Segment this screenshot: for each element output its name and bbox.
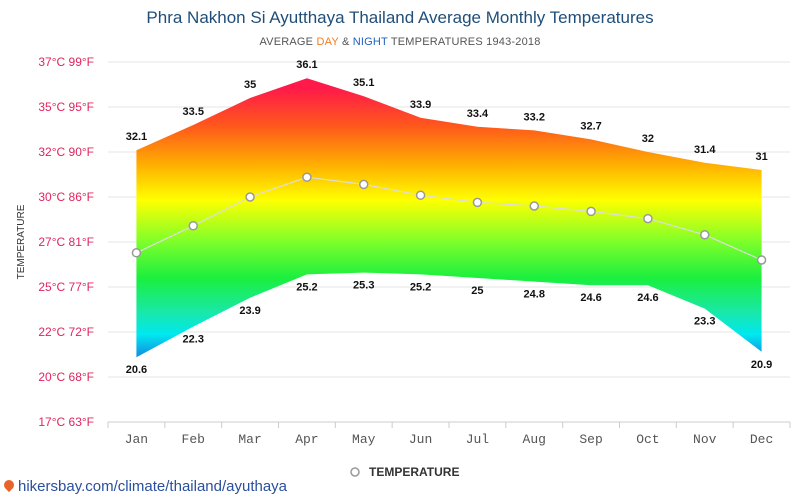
night-value-label: 20.9: [751, 359, 772, 371]
y-tick-label: 32°C 90°F: [38, 145, 94, 159]
y-tick-label: 37°C 99°F: [38, 55, 94, 69]
x-tick-label: Dec: [750, 432, 773, 447]
x-axis: Jan Feb Mar Apr May Jun Jul Aug Sep Oct Nov Dec: [107, 421, 791, 447]
data-labels: 32.1 33.5 35 36.1 35.1 33.9 33.4 33.2 32.7 32 31.4…: [126, 59, 773, 376]
source-link[interactable]: hikersbay.com/climate/thailand/ayuthaya: [1, 477, 288, 495]
temperature-point: [359, 179, 369, 190]
x-tick-label: Jan: [125, 432, 148, 447]
day-value-label: 35.1: [353, 77, 374, 89]
y-axis-title: TEMPERATURE: [16, 204, 27, 279]
day-value-label: 32.1: [126, 131, 147, 143]
day-value-label: 33.2: [524, 111, 545, 123]
temperature-point: [700, 230, 710, 240]
day-value-label: 33.9: [410, 99, 431, 111]
day-value-label: 31.4: [694, 144, 716, 156]
x-tick-label: Feb: [182, 432, 205, 447]
night-value-label: 20.6: [126, 364, 147, 376]
y-tick-label: 30°C 86°F: [38, 190, 94, 204]
x-tick-label: Nov: [693, 432, 717, 447]
location-pin-icon: [1, 477, 17, 493]
day-value-label: 32: [642, 133, 654, 145]
night-value-label: 25: [471, 285, 483, 297]
y-tick-label: 35°C 95°F: [38, 100, 94, 114]
legend[interactable]: TEMPERATURE: [350, 465, 459, 479]
x-tick-label: May: [352, 432, 376, 447]
y-tick-label: 25°C 77°F: [38, 280, 94, 294]
night-value-label: 24.6: [580, 292, 601, 304]
x-tick-label: Jul: [466, 432, 490, 447]
temperature-point: [472, 197, 483, 208]
temperature-line: [136, 176, 762, 261]
y-tick-label: 17°C 63°F: [38, 415, 94, 429]
temperature-point: [756, 255, 767, 265]
day-value-label: 36.1: [296, 59, 317, 71]
temperature-point: [529, 201, 539, 211]
temperature-point: [131, 248, 142, 258]
night-value-label: 22.3: [183, 334, 204, 346]
day-value-label: 35: [244, 79, 256, 91]
day-value-label: 32.7: [580, 120, 601, 132]
temperature-line-series: [131, 172, 767, 265]
day-value-label: 33.4: [467, 108, 489, 120]
temperature-point: [188, 221, 198, 231]
y-tick-label: 22°C 72°F: [38, 325, 94, 339]
night-value-label: 23.3: [694, 316, 715, 328]
night-value-label: 24.8: [524, 289, 545, 301]
night-value-label: 25.2: [410, 281, 431, 293]
temperature-band: [136, 78, 762, 358]
night-value-label: 23.9: [239, 305, 260, 317]
night-value-label: 25.3: [353, 280, 374, 292]
temperature-point: [302, 172, 312, 182]
y-tick-label: 27°C 81°F: [38, 235, 94, 249]
legend-label: TEMPERATURE: [369, 465, 459, 479]
x-tick-label: Oct: [636, 432, 659, 447]
day-night-band: [136, 78, 762, 358]
subtitle-night: NIGHT: [352, 36, 388, 48]
subtitle-amp: &: [338, 36, 353, 48]
subtitle-day: DAY: [316, 36, 339, 48]
source-link-text: hikersbay.com/climate/thailand/ayuthaya: [18, 478, 288, 495]
temperature-point: [586, 206, 596, 217]
x-tick-label: Aug: [523, 432, 546, 447]
legend-marker: [350, 467, 360, 477]
night-value-label: 24.6: [637, 292, 658, 304]
y-tick-label: 20°C 68°F: [38, 370, 94, 384]
day-value-label: 33.5: [183, 106, 204, 118]
temperature-point: [245, 192, 255, 202]
temperature-point: [415, 190, 426, 200]
day-value-label: 31: [755, 151, 767, 163]
y-axis: 17°C 63°F 20°C 68°F 22°C 72°F 25°C 77°F 27°C…: [38, 55, 94, 429]
subtitle-suffix: TEMPERATURES 1943-2018: [387, 36, 541, 48]
chart-title: Phra Nakhon Si Ayutthaya Thailand Averag…: [146, 8, 654, 27]
temperature-point: [643, 213, 653, 224]
chart-subtitle: AVERAGE DAY & NIGHT TEMPERATURES 1943-20…: [0, 36, 800, 48]
x-tick-label: Jun: [409, 432, 432, 447]
x-tick-label: Apr: [295, 432, 318, 447]
x-tick-label: Sep: [579, 432, 602, 447]
night-value-label: 25.2: [296, 281, 317, 293]
x-tick-label: Mar: [238, 432, 261, 447]
subtitle-prefix: AVERAGE: [259, 36, 317, 48]
